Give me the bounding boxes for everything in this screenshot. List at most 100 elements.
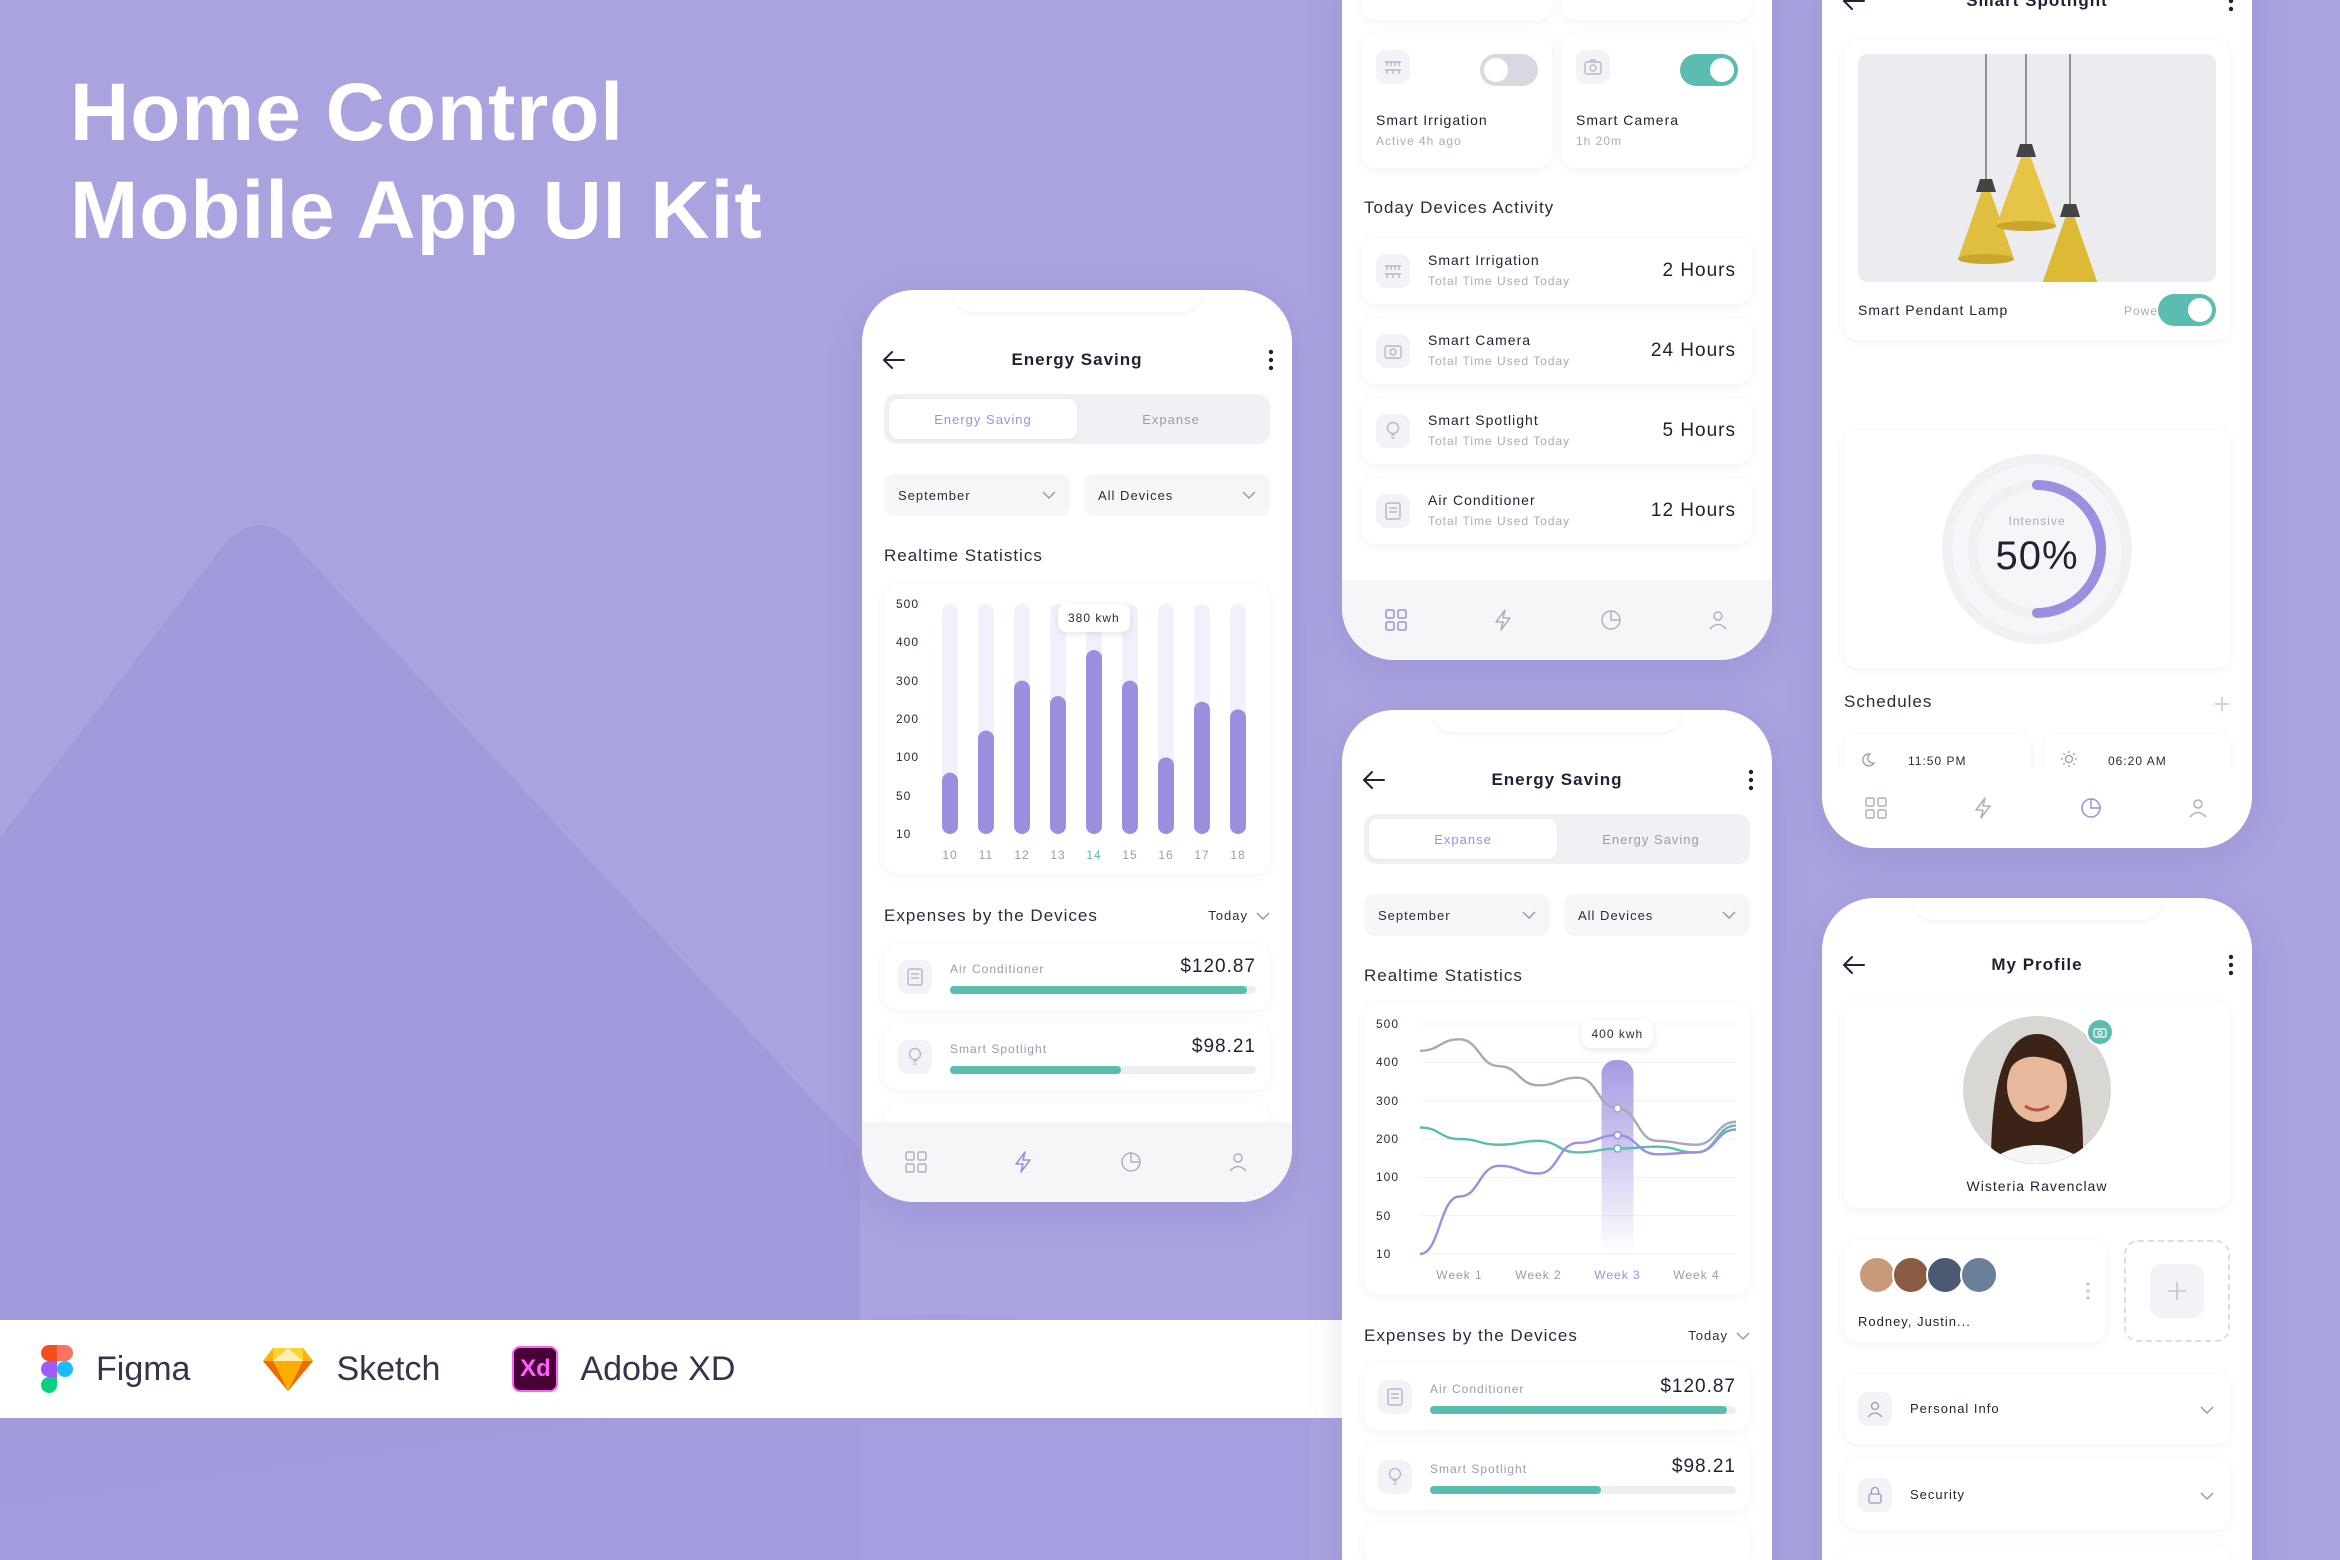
lightning-icon[interactable] [1971, 796, 1995, 820]
device-card[interactable]: Smart Irrigation Active 4h ago [1362, 34, 1552, 168]
series-point[interactable] [1613, 1130, 1622, 1140]
activity-name: Smart Irrigation [1428, 252, 1540, 268]
bar[interactable] [1122, 680, 1138, 834]
menu-personal-info[interactable]: Personal Info [1844, 1374, 2230, 1444]
tool-adobe-xd: Xd Adobe XD [512, 1346, 735, 1392]
bar-chart [942, 604, 1246, 835]
y-tick-label: 300 [1376, 1093, 1400, 1108]
family-members-card[interactable]: Rodney, Justin... [1844, 1240, 2106, 1342]
x-tick-label: 10 [942, 848, 958, 862]
menu-security[interactable]: Security [1844, 1460, 2230, 1530]
series-point[interactable] [1613, 1104, 1622, 1113]
back-arrow-icon[interactable] [1362, 770, 1386, 790]
phone-devices-activity: Smart Irrigation Active 4h ago Smart Cam… [1342, 0, 1772, 660]
more-vertical-icon[interactable] [2228, 0, 2234, 12]
pie-chart-icon[interactable] [1119, 1150, 1143, 1174]
more-vertical-icon[interactable] [2228, 954, 2234, 976]
device-toggle[interactable] [1480, 54, 1538, 86]
expense-bar [950, 1066, 1256, 1074]
expense-row[interactable]: Smart Spotlight $98.21 [1364, 1444, 1750, 1510]
member-avatar [1926, 1256, 1964, 1294]
month-value: September [1378, 907, 1451, 923]
y-tick-label: 10 [896, 827, 912, 841]
power-toggle[interactable] [2158, 294, 2216, 326]
bottom-tab-bar [862, 1122, 1292, 1202]
lightbulb-icon [898, 1040, 932, 1074]
bar[interactable] [1230, 709, 1246, 834]
x-tick-label: 13 [1050, 848, 1066, 862]
activity-row[interactable]: Smart Irrigation Total Time Used Today 2… [1362, 238, 1752, 304]
bar[interactable] [942, 772, 958, 834]
month-dropdown[interactable]: September [884, 474, 1070, 516]
y-tick-label: 200 [896, 712, 920, 726]
expense-row[interactable]: Air Conditioner $120.87 [884, 944, 1270, 1010]
devices-dropdown[interactable]: All Devices [1084, 474, 1270, 516]
expense-name: Smart Spotlight [1430, 1462, 1528, 1476]
lightning-icon[interactable] [1491, 608, 1515, 632]
lightning-icon[interactable] [1011, 1150, 1035, 1174]
activity-row[interactable]: Smart Camera Total Time Used Today 24 Ho… [1362, 318, 1752, 384]
phone-smart-spotlight: Smart Spotlight Smart Pendant Lamp Power… [1822, 0, 2252, 848]
segment-control: Energy Saving Expanse [884, 394, 1270, 444]
bar[interactable] [978, 730, 994, 835]
user-icon[interactable] [2186, 796, 2210, 820]
app-header: Smart Spotlight [1822, 0, 2252, 16]
bar[interactable] [1086, 650, 1102, 834]
month-value: September [898, 487, 971, 503]
series-point[interactable] [1613, 1144, 1622, 1153]
bar[interactable] [1014, 680, 1030, 834]
schedule-time: 06:20 AM [2108, 754, 2167, 768]
user-icon[interactable] [1706, 608, 1730, 632]
profile-card: Wisteria Ravenclaw [1844, 1002, 2230, 1208]
member-avatar [1858, 1256, 1896, 1294]
tab-energy-saving[interactable]: Energy Saving [889, 399, 1077, 439]
pie-chart-icon[interactable] [1599, 608, 1623, 632]
tab-expanse[interactable]: Expanse [1369, 819, 1557, 859]
user-icon[interactable] [1226, 1150, 1250, 1174]
tab-energy-saving[interactable]: Energy Saving [1602, 831, 1700, 847]
expense-row[interactable]: Smart Spotlight $98.21 [884, 1024, 1270, 1090]
air-conditioner-icon [1378, 1380, 1412, 1414]
y-tick-label: 50 [1376, 1208, 1392, 1223]
pie-chart-icon[interactable] [2079, 796, 2103, 820]
back-arrow-icon[interactable] [1842, 0, 1866, 11]
activity-row[interactable]: Air Conditioner Total Time Used Today 12… [1362, 478, 1752, 544]
avatar[interactable] [1961, 1014, 2113, 1166]
device-card[interactable]: Smart Camera 1h 20m [1562, 34, 1752, 168]
more-vertical-icon[interactable] [1748, 769, 1754, 791]
camera-badge-icon[interactable] [2086, 1018, 2114, 1046]
bar[interactable] [1158, 757, 1174, 834]
bar[interactable] [1194, 701, 1210, 834]
x-tick-label: Week 4 [1673, 1268, 1720, 1282]
expenses-filter[interactable]: Today [1208, 908, 1270, 923]
expense-amount: $98.21 [1671, 1456, 1736, 1477]
phone-notch [1432, 710, 1682, 732]
tab-expanse[interactable]: Expanse [1142, 411, 1200, 427]
back-arrow-icon[interactable] [882, 350, 906, 370]
tool-adobe-xd-label: Adobe XD [580, 1349, 736, 1388]
x-tick-label: 16 [1158, 848, 1174, 862]
devices-dropdown[interactable]: All Devices [1564, 894, 1750, 936]
more-vertical-icon[interactable] [2086, 1282, 2090, 1300]
grid-icon[interactable] [1864, 796, 1888, 820]
add-member-button[interactable] [2124, 1240, 2230, 1342]
x-tick-label: Week 3 [1594, 1268, 1641, 1282]
activity-name: Smart Spotlight [1428, 412, 1539, 428]
expenses-filter-label: Today [1208, 908, 1248, 923]
expense-row[interactable]: Air Conditioner $120.87 [1364, 1364, 1750, 1430]
device-toggle[interactable] [1680, 54, 1738, 86]
chevron-down-icon [1522, 911, 1536, 919]
grid-icon[interactable] [1384, 608, 1408, 632]
plus-icon[interactable] [2214, 696, 2230, 712]
back-arrow-icon[interactable] [1842, 955, 1866, 975]
bar[interactable] [1050, 696, 1066, 834]
month-dropdown[interactable]: September [1364, 894, 1550, 936]
section-title: Realtime Statistics [884, 546, 1043, 565]
expenses-filter[interactable]: Today [1688, 1328, 1750, 1343]
activity-row[interactable]: Smart Spotlight Total Time Used Today 5 … [1362, 398, 1752, 464]
intensity-gauge[interactable] [1844, 430, 2230, 668]
expense-bar-fill [950, 986, 1247, 994]
x-tick-label: 15 [1122, 848, 1138, 862]
grid-icon[interactable] [904, 1150, 928, 1174]
more-vertical-icon[interactable] [1268, 349, 1274, 371]
